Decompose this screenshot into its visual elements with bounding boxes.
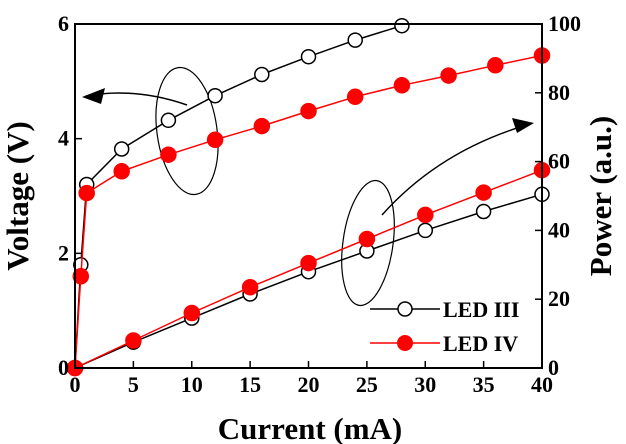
data-point-led-iv-power — [300, 254, 317, 272]
legend-label-led-iv: LED IV — [443, 331, 518, 356]
data-point-led-iii-power — [475, 203, 492, 220]
y-left-tick-label: 0 — [58, 355, 69, 380]
y-left-tick-label: 2 — [58, 240, 69, 265]
y-axis-right-label: Power (a.u.) — [583, 116, 618, 276]
data-point-led-iv-voltage — [393, 77, 411, 94]
data-point-led-iii-voltage — [347, 32, 363, 48]
y-left-tick-label: 4 — [58, 126, 69, 151]
x-tick-label: 25 — [356, 372, 378, 397]
data-point-led-iii-voltage — [254, 66, 270, 83]
data-point-led-iv-power — [241, 278, 259, 296]
x-tick-label: 10 — [181, 372, 203, 397]
power-axis-arrowhead — [512, 118, 534, 133]
legend-marker-led-iii — [397, 301, 413, 317]
y-right-tick-label: 20 — [548, 286, 570, 311]
legend-marker-led-iv — [397, 335, 413, 351]
y-right-tick-label: 40 — [548, 217, 570, 242]
legend: LED III LED IV — [370, 297, 519, 356]
data-point-led-iii-voltage — [394, 17, 410, 34]
data-point-led-iv-voltage — [206, 131, 224, 149]
data-point-led-iv-power — [417, 206, 434, 224]
data-point-led-iv-voltage — [440, 67, 457, 84]
x-tick-label: 40 — [531, 372, 553, 397]
x-tick-label: 5 — [128, 372, 139, 397]
annotations — [82, 66, 534, 307]
y-right-tick-label: 60 — [548, 149, 570, 174]
x-tick-label: 30 — [414, 372, 436, 397]
x-tick-label: 0 — [70, 372, 81, 397]
data-point-led-iv-voltage — [113, 163, 130, 180]
voltage-group-ellipse — [155, 66, 219, 196]
data-point-led-iv-power — [183, 304, 201, 322]
data-point-led-iv-power — [358, 230, 376, 248]
data-point-led-iii-voltage — [113, 141, 130, 157]
x-tick-label: 35 — [473, 372, 495, 397]
data-point-led-iv-voltage — [346, 88, 364, 106]
power-axis-arrow — [381, 123, 531, 216]
data-point-led-iii-voltage — [160, 112, 177, 129]
data-point-led-iv-voltage — [160, 146, 177, 163]
legend-label-led-iii: LED III — [443, 297, 519, 322]
data-point-led-iii-voltage — [207, 87, 223, 104]
data-point-led-iv-voltage — [78, 184, 95, 202]
y-axis-left-label: Voltage (V) — [0, 121, 35, 271]
voltage-axis-arrowhead — [82, 88, 105, 104]
x-tick-label: 20 — [298, 372, 320, 397]
y-right-tick-label: 0 — [548, 355, 559, 380]
data-point-led-iii-power — [417, 222, 434, 239]
x-tick-label: 15 — [239, 372, 261, 397]
power-group-ellipse — [341, 179, 395, 307]
y-left-tick-label: 6 — [58, 11, 69, 36]
data-point-led-iv-voltage — [72, 268, 90, 285]
data-point-led-iv-power — [125, 332, 142, 349]
data-point-led-iv-voltage — [300, 102, 317, 120]
series-line-led-iii-voltage — [74, 24, 403, 369]
data-point-led-iv-power — [475, 184, 492, 201]
data-point-led-iv-voltage — [487, 57, 504, 74]
y-right-tick-label: 80 — [548, 80, 570, 105]
y-right-tick-label: 100 — [548, 11, 581, 36]
data-point-led-iii-voltage — [300, 48, 317, 65]
data-point-led-iv-voltage — [253, 117, 271, 135]
x-axis-label: Current (mA) — [218, 411, 403, 444]
